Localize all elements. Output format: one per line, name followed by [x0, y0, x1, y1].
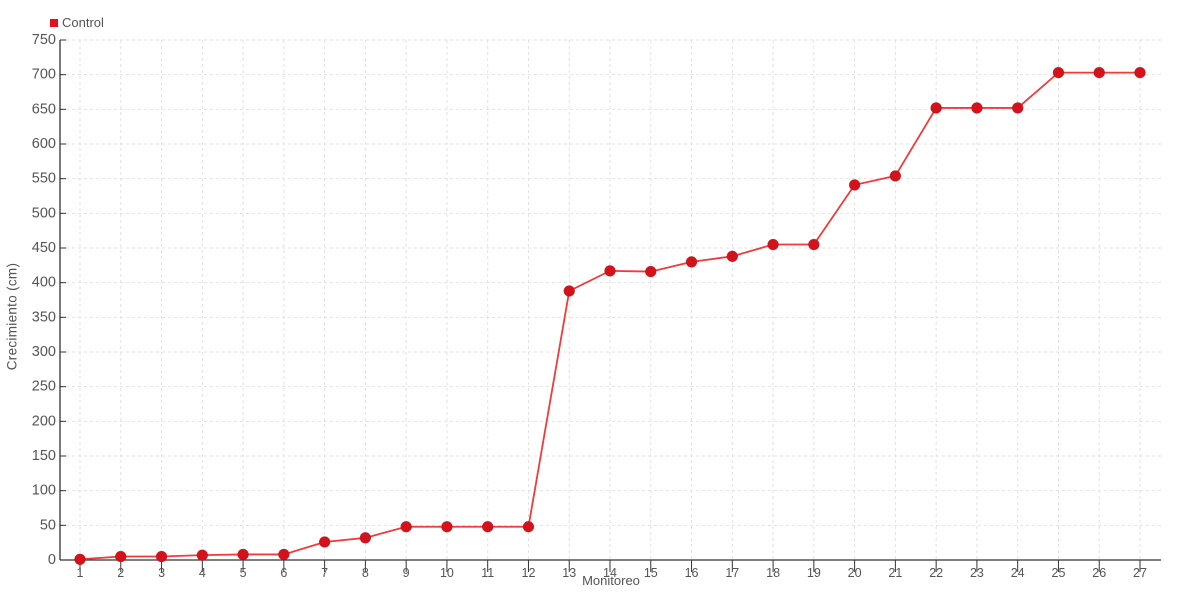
svg-text:600: 600	[32, 136, 56, 152]
svg-text:550: 550	[32, 171, 56, 187]
svg-text:0: 0	[48, 552, 56, 568]
svg-text:650: 650	[32, 101, 56, 117]
svg-text:150: 150	[32, 448, 56, 464]
svg-text:300: 300	[32, 344, 56, 360]
svg-text:350: 350	[32, 309, 56, 325]
svg-text:100: 100	[32, 483, 56, 499]
svg-text:200: 200	[32, 413, 56, 429]
svg-text:750: 750	[32, 32, 56, 48]
svg-text:700: 700	[32, 67, 56, 83]
svg-text:500: 500	[32, 205, 56, 221]
svg-text:400: 400	[32, 275, 56, 291]
svg-text:250: 250	[32, 379, 56, 395]
svg-text:50: 50	[40, 517, 56, 533]
svg-text:450: 450	[32, 240, 56, 256]
